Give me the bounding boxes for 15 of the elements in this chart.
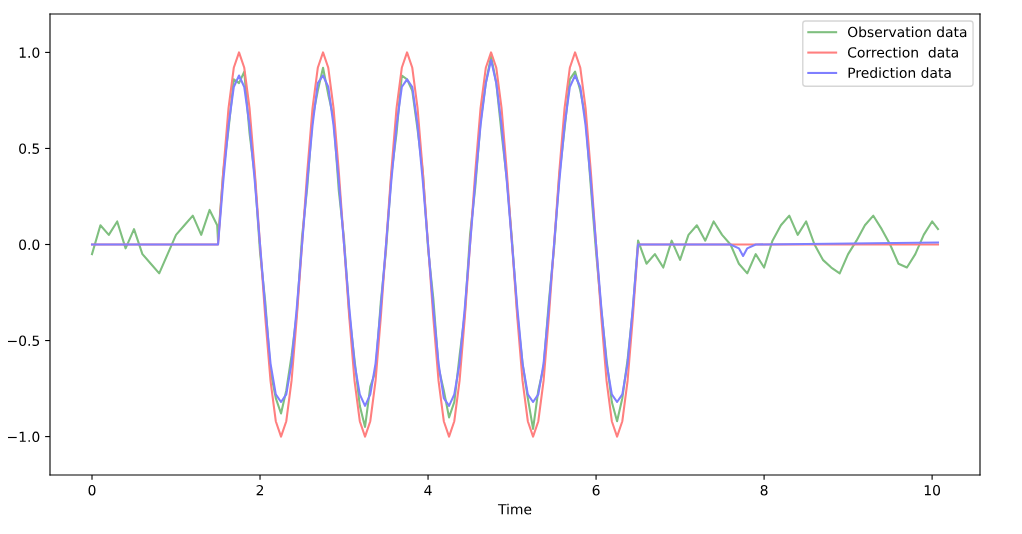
x-tick-label: 4: [424, 485, 432, 496]
y-tick-label: −0.5: [8, 335, 40, 347]
legend-label: Observation data: [848, 26, 967, 38]
y-tick-label: −1.0: [8, 431, 40, 443]
y-tick-label: 0.5: [19, 143, 40, 154]
y-tick-label: 0.0: [19, 239, 40, 250]
x-tick-label: 0: [88, 484, 96, 496]
legend-label: Prediction data: [848, 67, 951, 79]
y-tick-label: 1.0: [19, 47, 40, 58]
x-tick-label: 8: [760, 484, 768, 496]
x-axis-title: Time: [497, 503, 532, 515]
x-tick-label: 6: [592, 484, 600, 496]
x-tick-label: 2: [256, 484, 264, 496]
legend-label: Correction data: [848, 46, 958, 58]
x-tick-label: 10: [924, 484, 941, 496]
